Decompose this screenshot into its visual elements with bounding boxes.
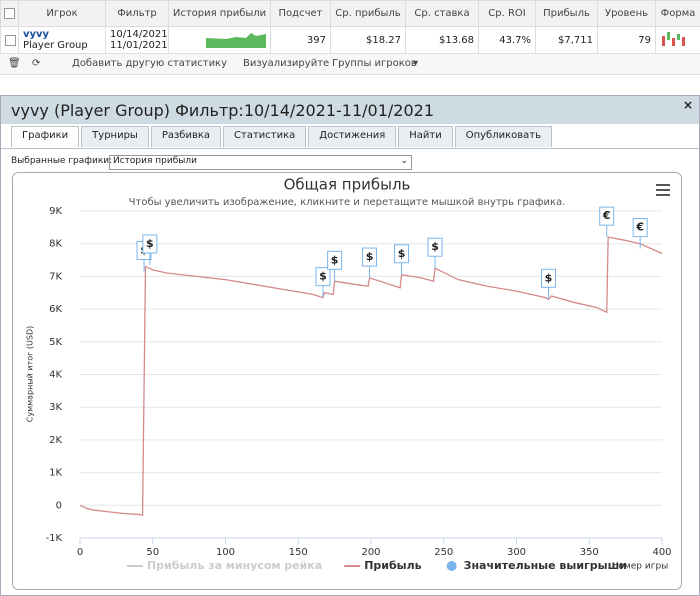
legend-item[interactable]: Прибыль за минусом рейка <box>127 559 322 572</box>
close-button[interactable]: × <box>683 98 693 112</box>
col-header[interactable]: Фильтр <box>106 1 169 27</box>
x-tick-label: 100 <box>216 547 235 558</box>
chart-subtitle: Чтобы увеличить изображение, кликните и … <box>129 197 566 208</box>
tab[interactable]: Графики <box>11 126 79 147</box>
y-tick-label: 5K <box>49 337 62 348</box>
menu-icon[interactable] <box>656 184 670 196</box>
col-header[interactable]: Ср. ставка <box>406 1 479 27</box>
tab[interactable]: Найти <box>398 126 452 147</box>
form-cell <box>656 27 700 54</box>
legend-label: Значительные выигрыши <box>464 559 627 572</box>
col-header[interactable]: Ср. прибыль <box>331 1 406 27</box>
y-tick-label: -1K <box>45 533 62 544</box>
chart: Общая прибыль Чтобы увеличить изображени… <box>12 172 682 590</box>
header-row: Игрок Фильтр История прибыли Подсчет Ср.… <box>1 1 700 27</box>
y-tick-label: 4K <box>49 370 62 381</box>
flag-label: $ <box>366 250 374 263</box>
flag-label: $ <box>545 271 553 284</box>
tab[interactable]: Разбивка <box>151 126 221 147</box>
chart-frame <box>13 173 682 590</box>
tab[interactable]: Опубликовать <box>455 126 552 147</box>
avg-stake: $13.68 <box>406 27 479 54</box>
x-tick-label: 50 <box>146 547 159 558</box>
col-header[interactable]: Подсчет <box>271 1 331 27</box>
y-axis-label: Суммарный итог (USD) <box>26 326 35 423</box>
legend-symbol <box>447 561 457 571</box>
flag-label: $ <box>319 270 327 283</box>
col-header[interactable]: История прибыли <box>169 1 271 27</box>
tab[interactable]: Статистика <box>223 126 306 147</box>
dropdown-arrow[interactable]: ▾ <box>413 54 418 74</box>
flag-label: $ <box>431 240 439 253</box>
legend-label: Прибыль за минусом рейка <box>147 559 322 572</box>
sparkline-cell <box>169 27 271 54</box>
y-tick-label: 1K <box>49 468 62 479</box>
select-all[interactable] <box>1 1 19 27</box>
chart-title: Общая прибыль <box>284 176 411 194</box>
tab-line <box>1 148 699 149</box>
x-tick-label: 350 <box>580 547 599 558</box>
profit: $7,711 <box>536 27 598 54</box>
col-header[interactable]: Прибыль <box>536 1 598 27</box>
avg-roi: 43.7% <box>479 27 536 54</box>
flag-label: € <box>635 221 644 234</box>
add-stat[interactable]: Добавить другую статистику <box>72 54 227 74</box>
sparkline <box>206 30 266 48</box>
avg-profit: $18.27 <box>331 27 406 54</box>
y-tick-label: 3K <box>49 402 62 413</box>
stats-table: Игрок Фильтр История прибыли Подсчет Ср.… <box>0 0 700 54</box>
filter-to: 11/01/2021 <box>110 40 164 51</box>
flag-label: € <box>602 209 611 222</box>
panel-title: vyvy (Player Group) Фильтр:10/14/2021-11… <box>1 96 699 124</box>
y-tick-label: 6K <box>49 304 62 315</box>
col-header[interactable]: Форма <box>656 1 700 27</box>
x-tick-label: 0 <box>77 547 83 558</box>
chart-select[interactable]: История прибыли ⌄ <box>109 155 412 170</box>
select-value: История прибыли <box>113 156 197 166</box>
form-bars <box>660 30 696 48</box>
filter-from: 10/14/2021 <box>110 29 164 40</box>
row-select[interactable] <box>1 27 19 54</box>
col-header[interactable]: Игрок <box>19 1 106 27</box>
flag-label: $ <box>398 247 406 260</box>
col-header[interactable]: Ср. ROI <box>479 1 536 27</box>
y-tick-label: 2K <box>49 435 62 446</box>
tab[interactable]: Достижения <box>308 126 396 147</box>
delete-icon[interactable]: 🗑 <box>8 54 21 74</box>
legend-item[interactable]: Значительные выигрыши <box>447 559 627 572</box>
player[interactable]: vyvy <box>23 29 101 40</box>
legend-label: Прибыль <box>364 559 421 572</box>
visualize[interactable]: Визуализируйте <box>243 54 329 74</box>
level: 79 <box>598 27 656 54</box>
y-tick-label: 8K <box>49 239 62 250</box>
x-tick-label: 200 <box>361 547 380 558</box>
x-tick-label: 400 <box>652 547 671 558</box>
x-tick-label: 300 <box>507 547 526 558</box>
group: Player Group <box>23 40 101 51</box>
y-tick-label: 9K <box>49 206 62 217</box>
tab[interactable]: Турниры <box>81 126 149 147</box>
select-label: Выбранные графики: <box>11 156 112 166</box>
select-arrow: ⌄ <box>400 156 408 166</box>
col-header[interactable]: Уровень <box>598 1 656 27</box>
refresh-icon[interactable]: ⟳ <box>32 54 40 74</box>
flag-label: $ <box>146 237 154 250</box>
y-tick-label: 7K <box>49 271 62 282</box>
x-tick-label: 250 <box>434 547 453 558</box>
player-groups[interactable]: Группы игроков <box>332 54 417 74</box>
x-tick-label: 150 <box>289 547 308 558</box>
count: 397 <box>271 27 331 54</box>
y-tick-label: 0 <box>56 500 62 511</box>
flag-label: $ <box>331 253 339 266</box>
toolbar: 🗑 ⟳ Добавить другую статистику Визуализи… <box>0 54 700 75</box>
